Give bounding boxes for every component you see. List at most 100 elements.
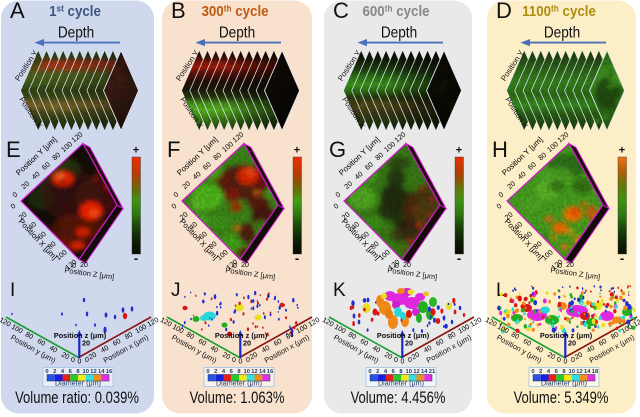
svg-text:80: 80 [50, 150, 62, 162]
svg-text:20: 20 [342, 179, 354, 191]
svg-text:60: 60 [273, 338, 283, 348]
svg-text:0: 0 [72, 263, 76, 270]
svg-text:40: 40 [261, 345, 271, 355]
svg-text:Position z (μm): Position z (μm) [540, 331, 593, 340]
svg-text:80: 80 [510, 331, 520, 341]
svg-text:100: 100 [333, 324, 347, 336]
svg-text:16: 16 [106, 369, 113, 375]
svg-text:0: 0 [169, 201, 178, 210]
svg-text:120: 120 [0, 317, 12, 329]
svg-text:8: 8 [76, 369, 80, 375]
svg-text:20: 20 [568, 339, 576, 348]
svg-text:G: G [329, 137, 346, 162]
svg-text:20: 20 [566, 262, 574, 269]
svg-text:F: F [167, 137, 180, 162]
svg-text:A: A [10, 0, 25, 23]
svg-text:4: 4 [384, 369, 388, 375]
svg-text:40: 40 [349, 220, 361, 232]
svg-text:+: + [619, 145, 625, 157]
svg-text:80: 80 [207, 239, 219, 251]
svg-text:0: 0 [571, 357, 575, 364]
svg-text:60: 60 [598, 338, 608, 348]
svg-text:0: 0 [232, 357, 236, 364]
svg-text:80: 80 [532, 239, 544, 251]
svg-text:Position z (μm): Position z (μm) [377, 331, 430, 340]
svg-text:14: 14 [584, 369, 591, 375]
svg-text:80: 80 [24, 331, 34, 341]
svg-text:4: 4 [547, 369, 551, 375]
svg-text:20: 20 [546, 352, 556, 362]
svg-text:14: 14 [98, 369, 105, 375]
svg-text:1100th cycle: 1100th cycle [522, 2, 596, 19]
svg-text:6: 6 [230, 369, 234, 375]
svg-text:16: 16 [267, 369, 274, 375]
svg-text:60: 60 [201, 160, 213, 172]
svg-text:20: 20 [243, 339, 251, 348]
svg-text:Volume ratio: 0.039%: Volume ratio: 0.039% [15, 390, 139, 408]
svg-text:60: 60 [522, 338, 532, 348]
svg-text:Diameter (μm): Diameter (μm) [541, 379, 587, 388]
svg-text:10: 10 [83, 369, 89, 375]
svg-text:20: 20 [80, 262, 88, 269]
svg-text:80: 80 [211, 150, 223, 162]
svg-text:0: 0 [531, 369, 534, 375]
svg-text:J: J [171, 280, 181, 301]
svg-text:40: 40 [516, 169, 528, 181]
svg-text:0: 0 [78, 359, 82, 366]
svg-text:Position z (μm): Position z (μm) [215, 331, 268, 340]
svg-text:B: B [171, 0, 186, 23]
svg-text:+: + [294, 145, 300, 157]
svg-text:K: K [333, 280, 346, 301]
svg-text:Position z (μm): Position z (μm) [54, 331, 107, 340]
svg-text:0: 0 [395, 263, 399, 270]
svg-text:10: 10 [406, 369, 412, 375]
svg-text:40: 40 [586, 345, 596, 355]
svg-text:Diameter (μm): Diameter (μm) [55, 379, 101, 388]
svg-text:0: 0 [171, 190, 180, 199]
svg-text:0: 0 [394, 357, 398, 364]
svg-text:20: 20 [17, 210, 29, 222]
svg-text:120: 120 [146, 317, 160, 329]
svg-text:60: 60 [40, 160, 52, 172]
svg-text:120: 120 [469, 317, 483, 329]
svg-text:20: 20 [383, 352, 393, 362]
svg-text:20: 20 [221, 352, 231, 362]
svg-text:20: 20 [249, 351, 259, 361]
svg-text:10: 10 [569, 369, 575, 375]
svg-text:60: 60 [36, 229, 48, 241]
svg-text:2: 2 [214, 369, 217, 375]
svg-text:40: 40 [100, 345, 110, 355]
svg-text:40: 40 [209, 345, 219, 355]
svg-text:+: + [456, 145, 462, 157]
svg-text:100: 100 [457, 324, 471, 336]
svg-text:20: 20 [340, 210, 352, 222]
svg-text:100: 100 [171, 324, 185, 336]
svg-text:0: 0 [333, 190, 342, 199]
svg-text:60: 60 [363, 160, 375, 172]
svg-text:120: 120 [321, 317, 335, 329]
svg-text:0: 0 [368, 369, 371, 375]
svg-text:8: 8 [399, 369, 403, 375]
svg-text:8: 8 [562, 369, 566, 375]
svg-text:20: 20 [82, 339, 90, 348]
svg-text:20: 20 [505, 179, 517, 191]
svg-text:0: 0 [233, 263, 237, 270]
svg-text:0: 0 [408, 357, 412, 364]
svg-text:80: 80 [46, 239, 58, 251]
svg-text:18: 18 [592, 369, 599, 375]
svg-text:20: 20 [180, 179, 192, 191]
svg-text:10: 10 [244, 369, 250, 375]
svg-text:Depth: Depth [219, 25, 255, 42]
svg-text:40: 40 [191, 169, 203, 181]
svg-text:0: 0 [85, 357, 89, 364]
svg-text:0: 0 [206, 369, 209, 375]
svg-text:12: 12 [251, 369, 257, 375]
svg-text:80: 80 [536, 150, 548, 162]
svg-text:Depth: Depth [58, 25, 94, 42]
svg-text:80: 80 [347, 331, 357, 341]
svg-text:40: 40 [371, 345, 381, 355]
svg-text:40: 40 [512, 220, 524, 232]
svg-text:0: 0 [8, 201, 17, 210]
svg-text:H: H [492, 137, 508, 162]
svg-text:80: 80 [373, 150, 385, 162]
